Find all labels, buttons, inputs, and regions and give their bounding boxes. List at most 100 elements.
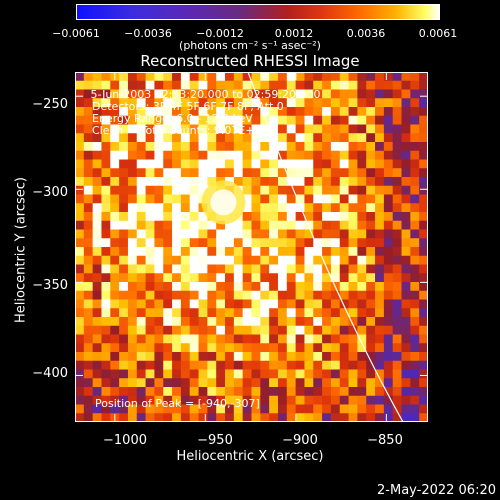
heatmap-cell (83, 404, 94, 414)
heatmap-cell (110, 229, 120, 239)
heatmap-cell (180, 159, 191, 169)
heatmap-cell (304, 89, 314, 99)
heatmap-cell (260, 264, 270, 274)
heatmap-cell (251, 273, 261, 283)
heatmap-cell (410, 203, 420, 213)
heatmap-cell (198, 133, 208, 143)
heatmap-cell (242, 369, 253, 379)
heatmap-cell (295, 413, 306, 422)
heatmap-cell (207, 264, 217, 274)
heatmap-cell (304, 360, 314, 371)
heatmap-cell (322, 133, 332, 143)
heatmap-cell (260, 220, 270, 231)
heatmap-cell (189, 325, 200, 336)
heatmap-cell (366, 404, 376, 414)
heatmap-cell (330, 89, 341, 99)
heatmap-cell (269, 159, 279, 169)
heatmap-cell (198, 264, 208, 274)
heatmap-cell (101, 387, 111, 397)
heatmap-cell (251, 115, 261, 126)
heatmap-cell (75, 282, 85, 292)
heatmap-cell (304, 177, 314, 187)
heatmap-cell (189, 290, 200, 301)
heatmap-cell (136, 80, 147, 91)
heatmap-cell (216, 360, 226, 371)
heatmap-cell (119, 413, 129, 422)
heatmap-cell (392, 317, 403, 327)
heatmap-cell (260, 413, 270, 422)
heatmap-cell (75, 80, 85, 91)
heatmap-cell (92, 220, 103, 231)
heatmap-cell (419, 299, 428, 309)
heatmap-cell (92, 107, 103, 117)
heatmap-cell (242, 220, 253, 231)
heatmap-cell (233, 177, 244, 187)
heatmap-cell (410, 177, 420, 187)
heatmap-cell (163, 80, 173, 91)
y-tick-label: −300 (32, 185, 68, 200)
heatmap-cell (366, 273, 376, 283)
heatmap-cell (101, 72, 111, 82)
heatmap-cell (330, 343, 341, 353)
heatmap-cell (163, 98, 173, 108)
heatmap-cell (410, 72, 420, 82)
heatmap-cell (154, 220, 164, 231)
heatmap-cell (92, 264, 103, 274)
colorbar-tick-label: −0.0036 (124, 27, 172, 40)
heatmap-cell (225, 80, 235, 91)
heatmap-cell (75, 378, 85, 388)
heatmap-cell (357, 220, 367, 231)
heatmap-cell (251, 142, 261, 152)
annotation-detectors: Detectors: 3F 4F 5F 6F 7F 8F, Att 0 (92, 100, 284, 113)
heatmap-cell (295, 72, 306, 82)
heatmap-cell (260, 80, 270, 91)
heatmap-cell (375, 395, 385, 406)
heatmap-cell (92, 247, 103, 257)
heatmap-cell (207, 308, 217, 318)
heatmap-cell (154, 168, 164, 178)
heatmap-cell (330, 229, 341, 239)
heatmap-cell (295, 150, 306, 161)
heatmap-cell (242, 185, 253, 196)
heatmap-cell (339, 159, 350, 169)
heatmap-cell (269, 413, 279, 422)
heatmap-cell (198, 124, 208, 134)
heatmap-cell (154, 107, 164, 117)
heatmap-cell (330, 334, 341, 344)
heatmap-cell (366, 229, 376, 239)
heatmap-cell (136, 273, 147, 283)
heatmap-cell (163, 317, 173, 327)
heatmap-cell (375, 168, 385, 178)
heatmap-cell (277, 142, 288, 152)
heatmap-cell (172, 334, 182, 344)
heatmap-cell (286, 194, 297, 204)
heatmap-cell (366, 352, 376, 362)
heatmap-cell (110, 369, 120, 379)
heatmap-cell (180, 98, 191, 108)
heatmap-cell (83, 229, 94, 239)
heatmap-cell (322, 308, 332, 318)
heatmap-cell (375, 107, 385, 117)
heatmap-cell (119, 290, 129, 301)
heatmap-cell (392, 387, 403, 397)
heatmap-cell (172, 343, 182, 353)
heatmap-cell (180, 220, 191, 231)
heatmap-cell (75, 133, 85, 143)
heatmap-cell (383, 387, 394, 397)
heatmap-cell (242, 115, 253, 126)
heatmap-cell (251, 247, 261, 257)
heatmap-cell (277, 360, 288, 371)
heatmap-cell (180, 247, 191, 257)
heatmap-cell (269, 352, 279, 362)
heatmap-cell (269, 168, 279, 178)
heatmap-cell (233, 80, 244, 91)
heatmap-cell (366, 159, 376, 169)
colorbar-tick-label: 0.0012 (274, 27, 314, 40)
heatmap-cell (339, 142, 350, 152)
heatmap-cell (251, 185, 261, 196)
heatmap-cell (119, 177, 129, 187)
heatmap-cell (189, 212, 200, 222)
heatmap-cell (357, 150, 367, 161)
heatmap-cell (419, 247, 428, 257)
heatmap-cell (366, 395, 376, 406)
